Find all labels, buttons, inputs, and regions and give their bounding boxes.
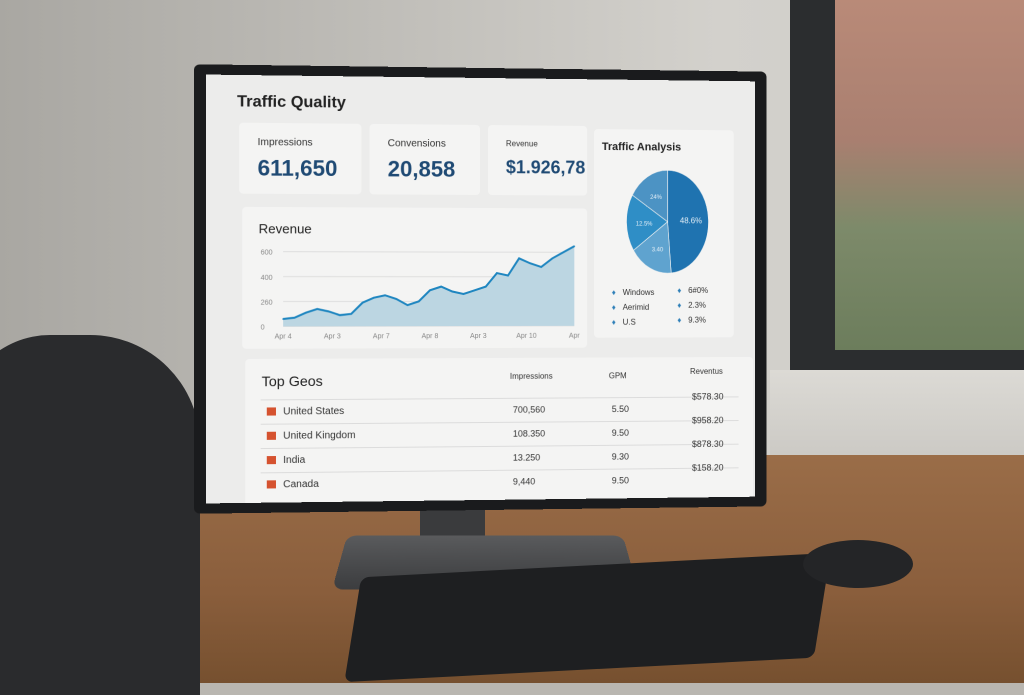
kpi-card-impressions[interactable]: Impressions 611,650 [239, 123, 361, 195]
slice-label: 24% [650, 195, 662, 201]
data-point [418, 301, 420, 303]
gpm: 9.50 [612, 475, 629, 485]
table-row[interactable]: Canada 9,440 9.50 $158.20 [261, 467, 739, 496]
kpi-label: Revenue [506, 139, 538, 148]
y-tick-label: 0 [261, 324, 265, 331]
mouse[interactable] [803, 540, 913, 588]
x-tick-label: Apr 3 [470, 333, 487, 340]
impressions: 13.250 [513, 452, 540, 462]
window-view [835, 0, 1024, 350]
chart-title: Revenue [259, 221, 312, 236]
data-point [395, 298, 397, 300]
kpi-card-revenue[interactable]: Revenue $1.926,78 [488, 125, 587, 196]
data-point [529, 262, 531, 264]
gpm: 9.50 [612, 428, 629, 438]
impressions: 108.350 [513, 429, 545, 439]
impressions: 700,560 [513, 405, 545, 415]
gpm: 5.50 [612, 404, 629, 414]
data-point [429, 290, 431, 292]
x-tick-label: Apr 3 [324, 333, 341, 340]
country: India [283, 455, 305, 466]
revenue-line-chart: 600 400 260 0 Apr 4 Apr 3 Apr 7 Apr 8 Apr 3 Apr 1… [242, 237, 587, 349]
dashboard-screen: Traffic Quality Impressions 611,650 Conv… [206, 75, 755, 504]
slice-label: 48.6% [680, 217, 702, 226]
revenue: $878.30 [692, 439, 724, 449]
data-point [362, 302, 364, 304]
kpi-card-conversions[interactable]: Convensions 20,858 [370, 124, 481, 195]
data-point [328, 311, 330, 313]
data-point [294, 317, 296, 319]
flag-icon [267, 456, 276, 464]
gpm: 9.30 [612, 452, 629, 462]
column-header[interactable]: Reventus [690, 367, 723, 376]
revenue: $958.20 [692, 415, 724, 425]
chair [0, 335, 200, 695]
x-tick-label: Apr 7 [373, 333, 390, 340]
data-point [518, 258, 520, 260]
data-point [563, 252, 565, 254]
revenue-chart-panel: Revenue 600 400 260 0 Apr 4 Apr 3 Apr 7 Apr 8 Ap… [242, 207, 587, 349]
slice-label: 12.5% [636, 221, 653, 227]
table-title: Top Geos [262, 373, 323, 390]
data-point [384, 294, 386, 296]
kpi-label: Convensions [388, 138, 446, 150]
traffic-analysis-panel: Traffic Analysis 48.6% 3.40 12.5% 24% ♦Wind… [594, 129, 734, 338]
data-point [373, 297, 375, 299]
panel-title: Traffic Analysis [602, 141, 681, 154]
slice-label: 3.40 [652, 247, 664, 253]
x-tick-label: Apr [569, 333, 580, 340]
data-point [540, 266, 542, 268]
revenue-area [283, 245, 574, 326]
data-point [463, 293, 465, 295]
kpi-value: 20,858 [388, 156, 456, 183]
data-point [551, 258, 553, 260]
data-point [452, 291, 454, 293]
data-point [474, 290, 476, 292]
data-point [339, 314, 341, 316]
column-header[interactable]: GPM [609, 371, 627, 380]
data-point [282, 318, 284, 320]
data-point [496, 272, 498, 274]
kpi-value: $1.926,78 [506, 157, 585, 178]
data-point [350, 313, 352, 315]
flag-icon [267, 432, 276, 440]
data-point [440, 286, 442, 288]
legend-value: ♦6#0% [677, 286, 708, 295]
flag-icon [267, 480, 276, 488]
country: United States [283, 406, 344, 418]
revenue: $578.30 [692, 392, 724, 402]
country: United Kingdom [283, 430, 355, 442]
revenue: $158.20 [692, 463, 724, 473]
data-point [574, 245, 576, 247]
x-tick-label: Apr 10 [516, 333, 537, 340]
impressions: 9,440 [513, 476, 535, 486]
kpi-label: Impressions [258, 137, 313, 149]
page-title: Traffic Quality [237, 93, 346, 112]
data-point [407, 304, 409, 306]
gridline [283, 252, 574, 253]
x-tick-label: Apr 4 [275, 334, 292, 341]
traffic-pie-chart: 48.6% 3.40 12.5% 24% [624, 167, 712, 276]
data-point [485, 286, 487, 288]
y-tick-label: 400 [261, 275, 273, 282]
column-header[interactable]: Impressions [510, 372, 553, 381]
data-point [507, 275, 509, 277]
flag-icon [267, 407, 276, 415]
legend-item: ♦U.S [612, 318, 636, 327]
legend-value: ♦2.3% [677, 301, 706, 310]
legend-item: ♦Windows [612, 288, 655, 297]
legend-value: ♦9.3% [677, 316, 706, 325]
data-point [305, 312, 307, 314]
legend-item: ♦Aerimid [612, 303, 649, 312]
y-tick-label: 600 [261, 250, 273, 257]
top-geos-panel: Top Geos Impressions GPM Reventus United… [245, 357, 753, 504]
country: Canada [283, 479, 319, 491]
data-point [316, 308, 318, 310]
y-tick-label: 260 [261, 300, 273, 307]
x-tick-label: Apr 8 [422, 333, 439, 340]
kpi-value: 611,650 [258, 155, 338, 182]
